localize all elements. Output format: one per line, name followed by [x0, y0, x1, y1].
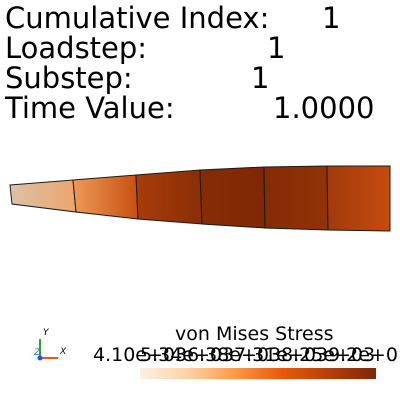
loadstep-value: 1 — [267, 31, 286, 65]
colorbar-tick-4: 7.31e+03 — [234, 344, 329, 366]
mesh-element-1 — [9, 179, 77, 213]
time-value-row: Time Value: 1.0000 — [5, 93, 400, 123]
colorbar-tick-1: 4.10e+03 — [93, 344, 188, 366]
axis-y-label: Y — [43, 328, 49, 338]
mesh-element-2 — [72, 174, 139, 220]
colorbar-tick-2: 5.34e+03 — [140, 344, 235, 366]
loadstep-label: Loadstep: — [5, 31, 148, 65]
time-value-label: Time Value: — [5, 91, 175, 125]
colorbar — [140, 368, 376, 379]
beam-mesh-viewport[interactable] — [0, 155, 400, 245]
mesh-element-6 — [326, 165, 391, 232]
colorbar-title: von Mises Stress — [175, 323, 334, 345]
colorbar-tick-labels: 4.10e+03 5.34e+03 6.38e+03 7.31e+03 8.25… — [93, 344, 400, 368]
mesh-element-5 — [263, 165, 329, 231]
colorbar-tick-6: 9.2e+0 — [328, 344, 398, 366]
mesh-element-3 — [135, 169, 203, 225]
colorbar-tick-3: 6.38e+03 — [187, 344, 282, 366]
loadstep-row: Loadstep: 1 — [5, 33, 400, 63]
colorbar-tick-5: 8.25e+03 — [281, 344, 376, 366]
axes-triad-icon — [37, 339, 58, 361]
mesh-elements — [9, 165, 391, 232]
result-info-panel: Cumulative Index: 1 Loadstep: 1 Substep:… — [5, 3, 400, 123]
substep-value: 1 — [251, 61, 270, 95]
substep-label: Substep: — [5, 61, 133, 95]
time-value-value: 1.0000 — [273, 91, 375, 125]
axis-z-label: Z — [34, 348, 41, 358]
cumulative-index-row: Cumulative Index: 1 — [5, 3, 400, 33]
cumulative-index-label: Cumulative Index: — [5, 1, 270, 35]
cumulative-index-value: 1 — [322, 1, 341, 35]
mesh-element-4 — [199, 166, 266, 229]
substep-row: Substep: 1 — [5, 63, 400, 93]
orientation-axes: Y Z X — [30, 325, 75, 365]
axis-x-label: X — [60, 347, 67, 357]
